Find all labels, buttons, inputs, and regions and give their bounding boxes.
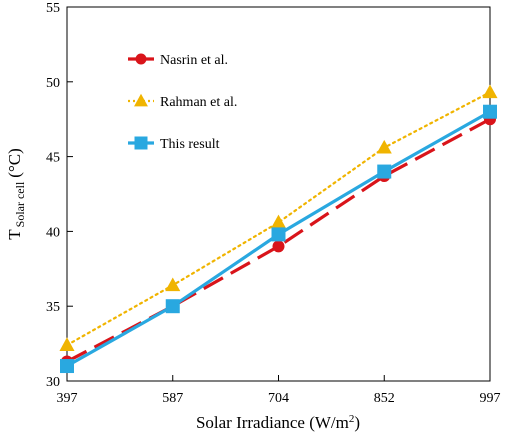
data-point [271,227,286,242]
legend-entry: This result [128,136,220,152]
data-point [165,299,180,314]
series-line [65,91,492,347]
y-tick-label: 40 [46,225,60,240]
data-point [270,214,287,229]
legend-label: Rahman et al. [160,95,237,110]
y-tick-label: 50 [46,76,60,91]
plot-border [66,6,491,382]
legend-label: This result [160,137,220,152]
x-axis-title: Solar Irradiance (W/m2) [196,413,360,432]
legend: Nasrin et al. Rahman et al. This result [128,53,237,152]
series-layer [59,84,498,374]
data-point [483,104,497,119]
y-tick-label: 35 [46,300,60,315]
data-point [59,337,75,351]
series-rahman-et-al [59,84,498,351]
x-tick-label: 852 [374,391,395,406]
y-tick-label: 55 [46,1,60,16]
data-point [482,84,498,99]
data-point [165,277,181,292]
legend-entry: Rahman et al. [128,93,237,110]
data-point [377,164,392,179]
x-tick-label: 397 [57,391,78,406]
y-tick-label: 30 [46,375,60,390]
x-tick-label: 704 [268,391,289,406]
data-point [60,359,74,374]
x-axis: 397 587 704 852 997 [57,375,501,406]
legend-marker [135,53,147,65]
legend-label: Nasrin et al. [160,53,228,68]
x-tick-label: 587 [162,391,183,406]
y-axis: 30 35 40 45 50 55 [46,1,73,390]
y-tick-label: 45 [46,151,60,166]
data-point [376,139,392,154]
x-tick-label: 997 [480,391,501,406]
y-axis-title: TSolar cell(°C) [5,148,27,240]
legend-entry: Nasrin et al. [128,53,228,68]
legend-marker [134,93,148,107]
legend-marker [134,136,148,150]
data-point [272,240,285,253]
series-this-result [60,104,497,374]
plot-frame [66,6,491,382]
